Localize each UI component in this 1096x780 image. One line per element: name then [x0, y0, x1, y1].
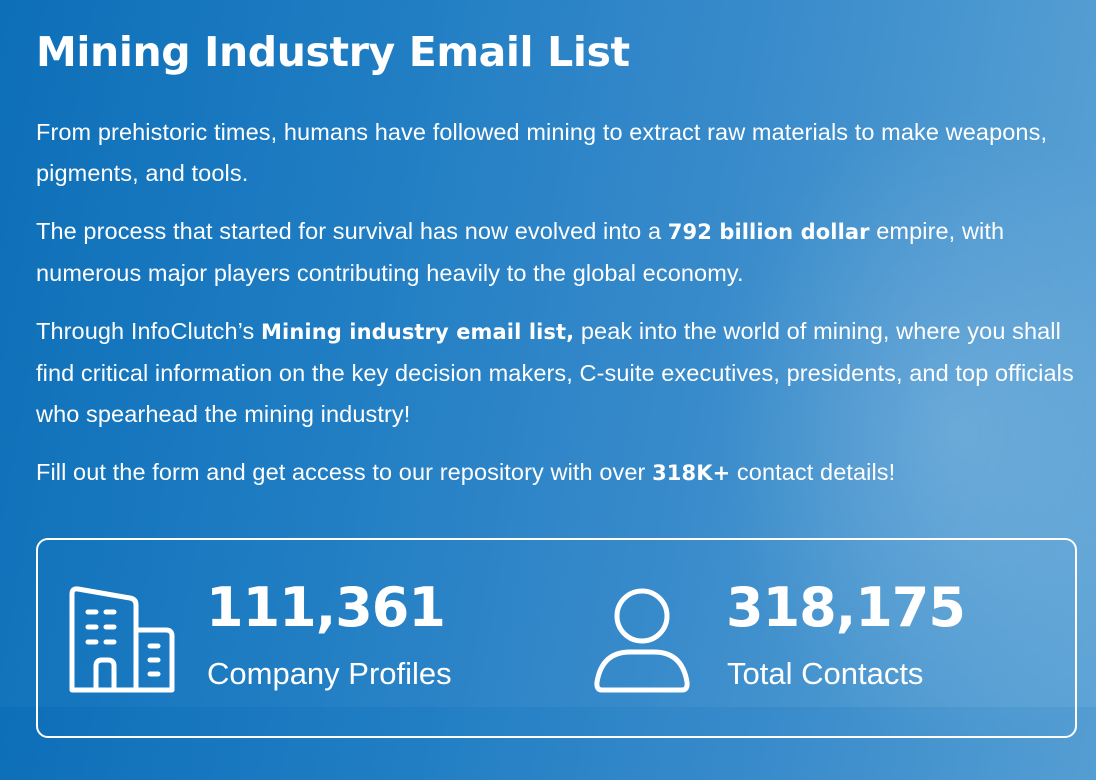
- stats-panel: 111,361 Company Profiles 318,175 Total C…: [36, 538, 1077, 738]
- paragraph-history: From prehistoric times, humans have foll…: [36, 119, 1048, 186]
- total-contacts-label: Total Contacts: [727, 656, 924, 691]
- paragraph-text: peak into the world of mining, where you…: [36, 318, 1074, 427]
- paragraph-text: empire, with numerous major players cont…: [36, 218, 1005, 286]
- stat-total-contacts: 318,175 Total Contacts: [578, 540, 1078, 740]
- total-contacts-count: 318,175: [726, 576, 966, 639]
- company-profiles-label: Company Profiles: [207, 656, 452, 691]
- paragraph-offer: Through InfoClutch’s Mining industry ema…: [36, 311, 1086, 435]
- intro-copy: From prehistoric times, humans have foll…: [36, 112, 1086, 511]
- company-profiles-count: 111,361: [206, 576, 446, 639]
- paragraph-cta: Fill out the form and get access to our …: [36, 452, 1086, 494]
- paragraph-text: Through InfoClutch’s: [36, 318, 262, 344]
- product-name-highlight: Mining industry email list,: [261, 320, 575, 344]
- paragraph-text: contact details!: [730, 459, 896, 485]
- paragraph-text: The process that started for survival ha…: [36, 218, 668, 244]
- contact-count-highlight: 318K+: [652, 461, 731, 485]
- stat-company-profiles: 111,361 Company Profiles: [38, 540, 558, 740]
- paragraph-market-size: The process that started for survival ha…: [36, 211, 1086, 294]
- page-title: Mining Industry Email List: [36, 28, 630, 76]
- building-icon: [69, 586, 175, 693]
- paragraph-text: Fill out the form and get access to our …: [36, 459, 653, 485]
- market-size-highlight: 792 billion dollar: [667, 220, 870, 244]
- user-icon: [594, 588, 690, 693]
